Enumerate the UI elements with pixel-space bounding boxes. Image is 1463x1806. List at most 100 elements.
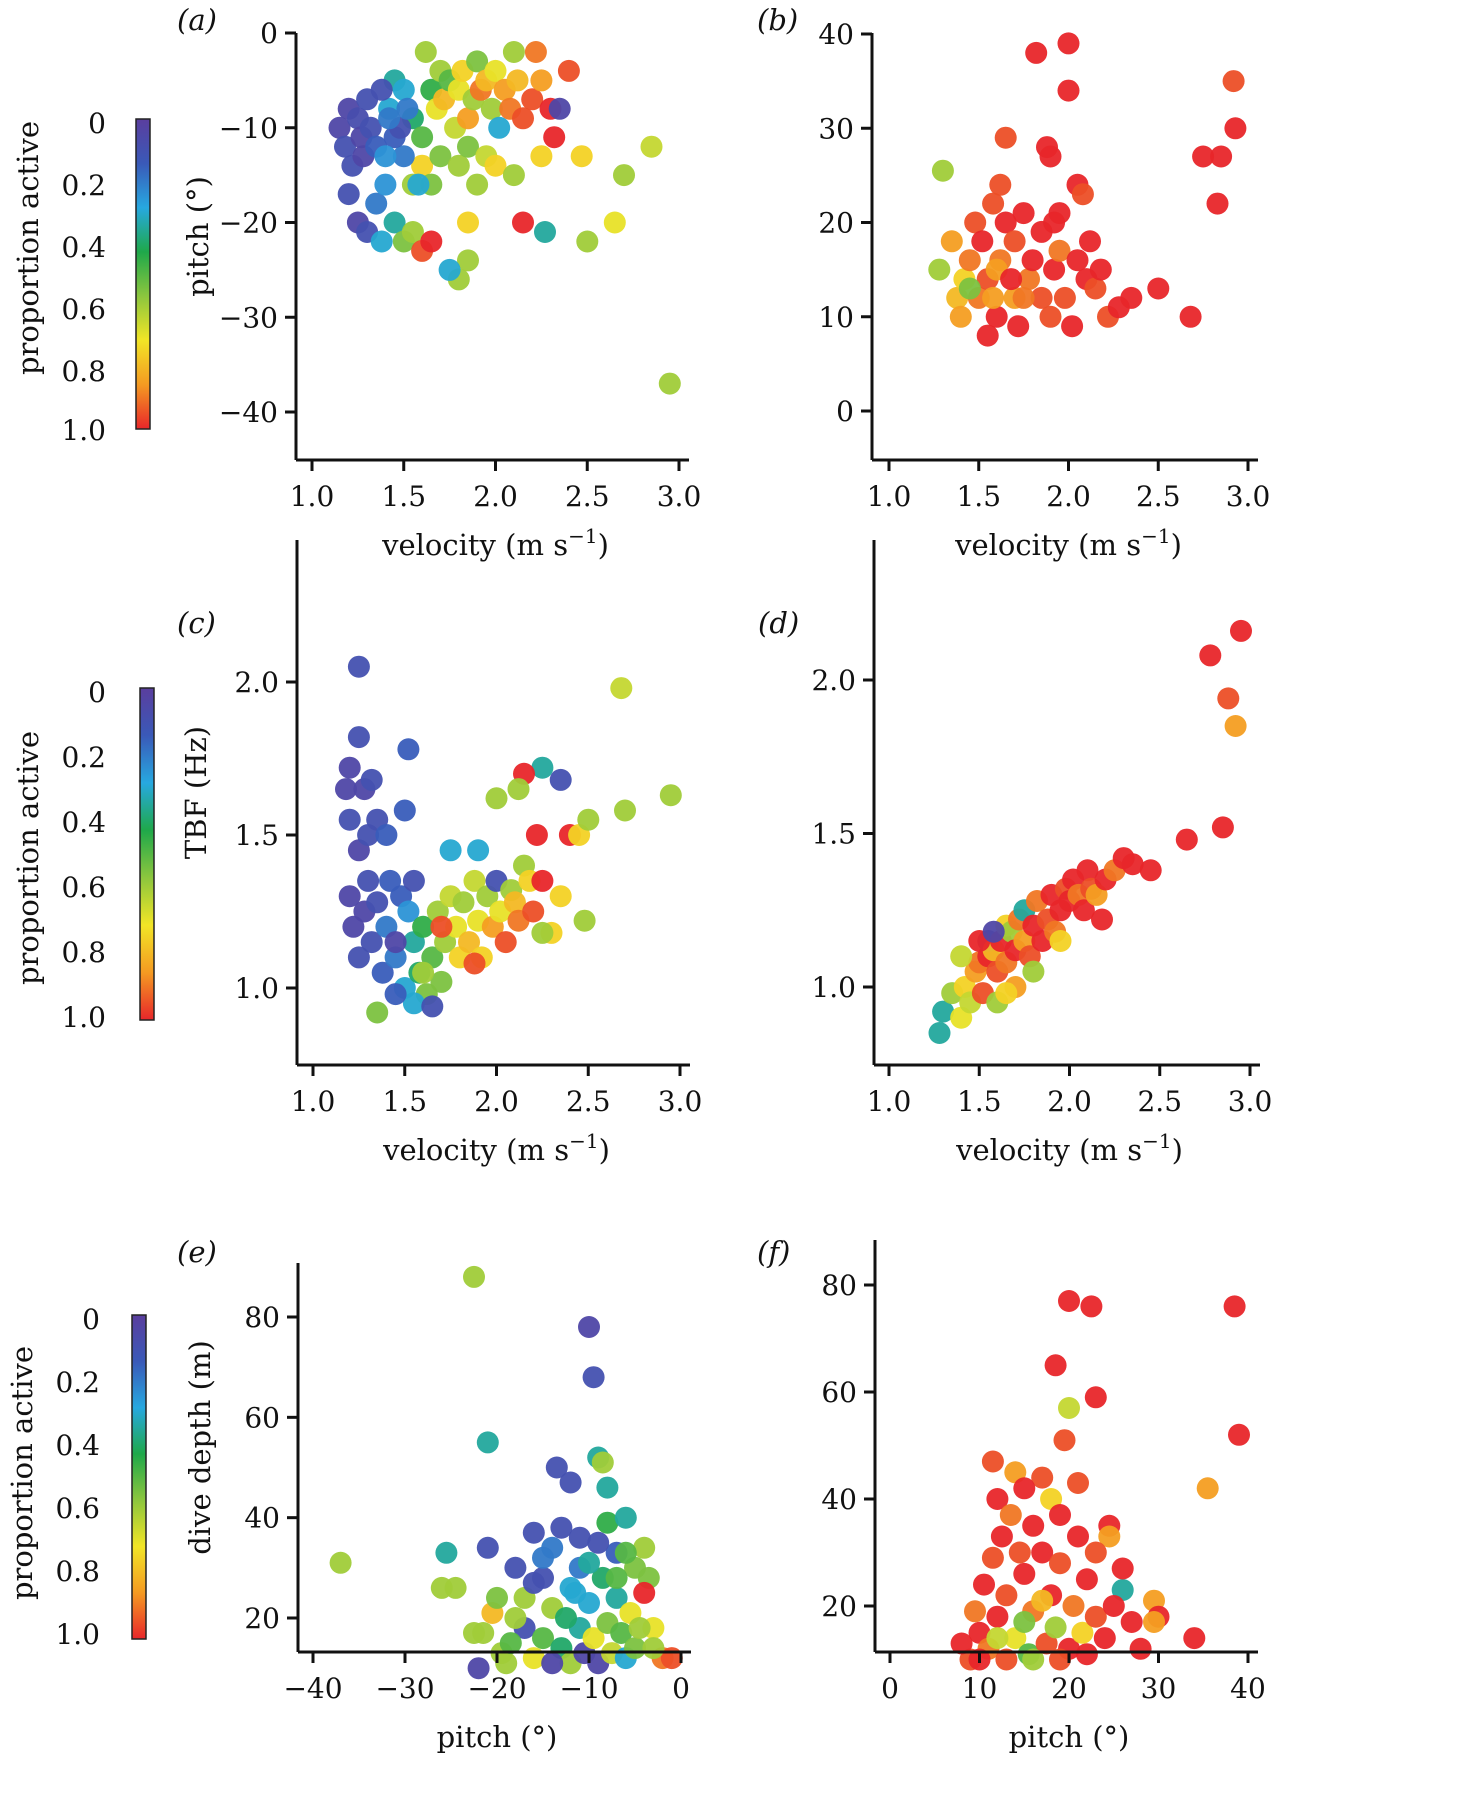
scatter-point (429, 145, 452, 168)
panel-b: 1.0 1.5 2.0 2.5 3.0 0 10 20 30 40 velocity (m s−1)… (757, 3, 1270, 562)
scatter-point (420, 230, 443, 253)
panel-label: (c) (177, 606, 216, 640)
scatter-point (379, 869, 402, 892)
scatter-point (430, 970, 453, 993)
scatter-point (532, 1627, 554, 1650)
scatter-point (971, 230, 994, 253)
scatter-point (1120, 1611, 1143, 1633)
scatter-point (458, 931, 480, 954)
scatter-point (624, 1637, 646, 1660)
scatter-point (457, 211, 479, 234)
scatter-point (502, 164, 525, 187)
scatter-point (357, 869, 380, 892)
scatter-point (467, 839, 490, 862)
x-tick-label: 10 (962, 1672, 998, 1705)
scatter-point (463, 869, 486, 892)
scatter-point (472, 1622, 495, 1644)
x-tick-label: 3.0 (657, 480, 702, 513)
scatter-point (1223, 1295, 1246, 1318)
scatter-points (928, 32, 1247, 347)
x-tick-label: −10 (559, 1672, 618, 1705)
scatter-point (950, 945, 973, 968)
scatter-point (557, 59, 580, 82)
colorbar-tick: 0.4 (55, 1429, 100, 1462)
scatter-point (1206, 192, 1229, 215)
scatter-point (614, 1506, 637, 1529)
scatter-point (1008, 1541, 1031, 1564)
scatter-point (402, 992, 425, 1015)
scatter-point (338, 885, 361, 908)
scatter-point (457, 249, 479, 272)
scatter-point (392, 78, 415, 101)
colorbar-tick: 0.8 (55, 1555, 100, 1588)
scatter-point (1030, 286, 1053, 309)
scatter-point (1084, 1386, 1107, 1409)
scatter-point (1039, 145, 1062, 168)
colorbar-row-1: proportion active 0 0.2 0.4 0.6 0.8 1.0 (11, 107, 151, 447)
colorbar-tick: 0.2 (55, 1366, 100, 1399)
y-tick-label: 1.5 (811, 818, 856, 851)
panel-label: (e) (177, 1235, 217, 1269)
scatter-point (976, 324, 999, 347)
x-tick-label: 2.5 (1137, 1085, 1182, 1118)
scatter-point (338, 808, 361, 831)
scatter-point (1022, 1648, 1045, 1671)
scatter-point (507, 778, 530, 801)
scatter-point (383, 211, 406, 234)
scatter-point (587, 1531, 610, 1554)
scatter-points (928, 619, 1252, 1044)
scatter-point (480, 97, 503, 120)
scatter-point (1089, 258, 1112, 281)
scatter-point (522, 1521, 545, 1544)
scatter-point (1084, 1541, 1107, 1564)
scatter-point (1061, 315, 1084, 338)
scatter-point (982, 192, 1005, 215)
scatter-point (550, 1516, 573, 1539)
scatter-point (564, 1581, 587, 1604)
scatter-point (1093, 1627, 1116, 1650)
scatter-point (658, 372, 681, 395)
scatter-point (414, 41, 437, 63)
scatter-point (633, 1581, 656, 1604)
scatter-point (995, 1584, 1018, 1607)
y-tick-label: −10 (219, 112, 278, 145)
scatter-point (1049, 1648, 1071, 1671)
scatter-point (531, 869, 554, 892)
scatter-point (1111, 1557, 1134, 1580)
scatter-point (614, 799, 636, 822)
scatter-point (1062, 1595, 1085, 1617)
scatter-point (407, 173, 430, 196)
scatter-point (986, 1605, 1009, 1628)
scatter-point (486, 1586, 508, 1609)
scatter-point (384, 946, 407, 969)
scatter-point (1058, 1397, 1080, 1419)
scatter-point (1013, 1611, 1036, 1633)
scatter-point (430, 915, 453, 938)
scatter-point (1021, 249, 1044, 272)
scatter-point (457, 107, 479, 130)
axes (873, 1240, 1258, 1654)
x-tick-label: 3.0 (1226, 480, 1271, 513)
y-axis-label: TBF (Hz) (179, 726, 213, 859)
scatter-point (370, 230, 393, 253)
scatter-point (633, 1536, 656, 1559)
x-axis-label: velocity (m s−1) (381, 524, 609, 562)
scatter-point (568, 1526, 591, 1549)
scatter-point (370, 78, 393, 101)
scatter-point (605, 1586, 628, 1609)
scatter-point (360, 931, 383, 954)
x-tick-label: 1.0 (291, 1085, 336, 1118)
scatter-point (347, 726, 370, 749)
colorbar-row-3: proportion active 0 0.2 0.4 0.6 0.8 1.0 (5, 1303, 147, 1651)
x-tick-label: 2.0 (1047, 1085, 1092, 1118)
scatter-point (981, 1450, 1004, 1473)
scatter-point (1031, 1466, 1054, 1489)
scatter-point (1012, 286, 1035, 309)
axes (870, 33, 1258, 462)
scatter-point (1018, 268, 1040, 291)
y-axis-label: dive depth (m) (183, 1340, 217, 1555)
axes (296, 1263, 691, 1654)
scatter-point (412, 915, 435, 938)
scatter-point (393, 799, 416, 822)
scatter-point (1224, 715, 1247, 737)
